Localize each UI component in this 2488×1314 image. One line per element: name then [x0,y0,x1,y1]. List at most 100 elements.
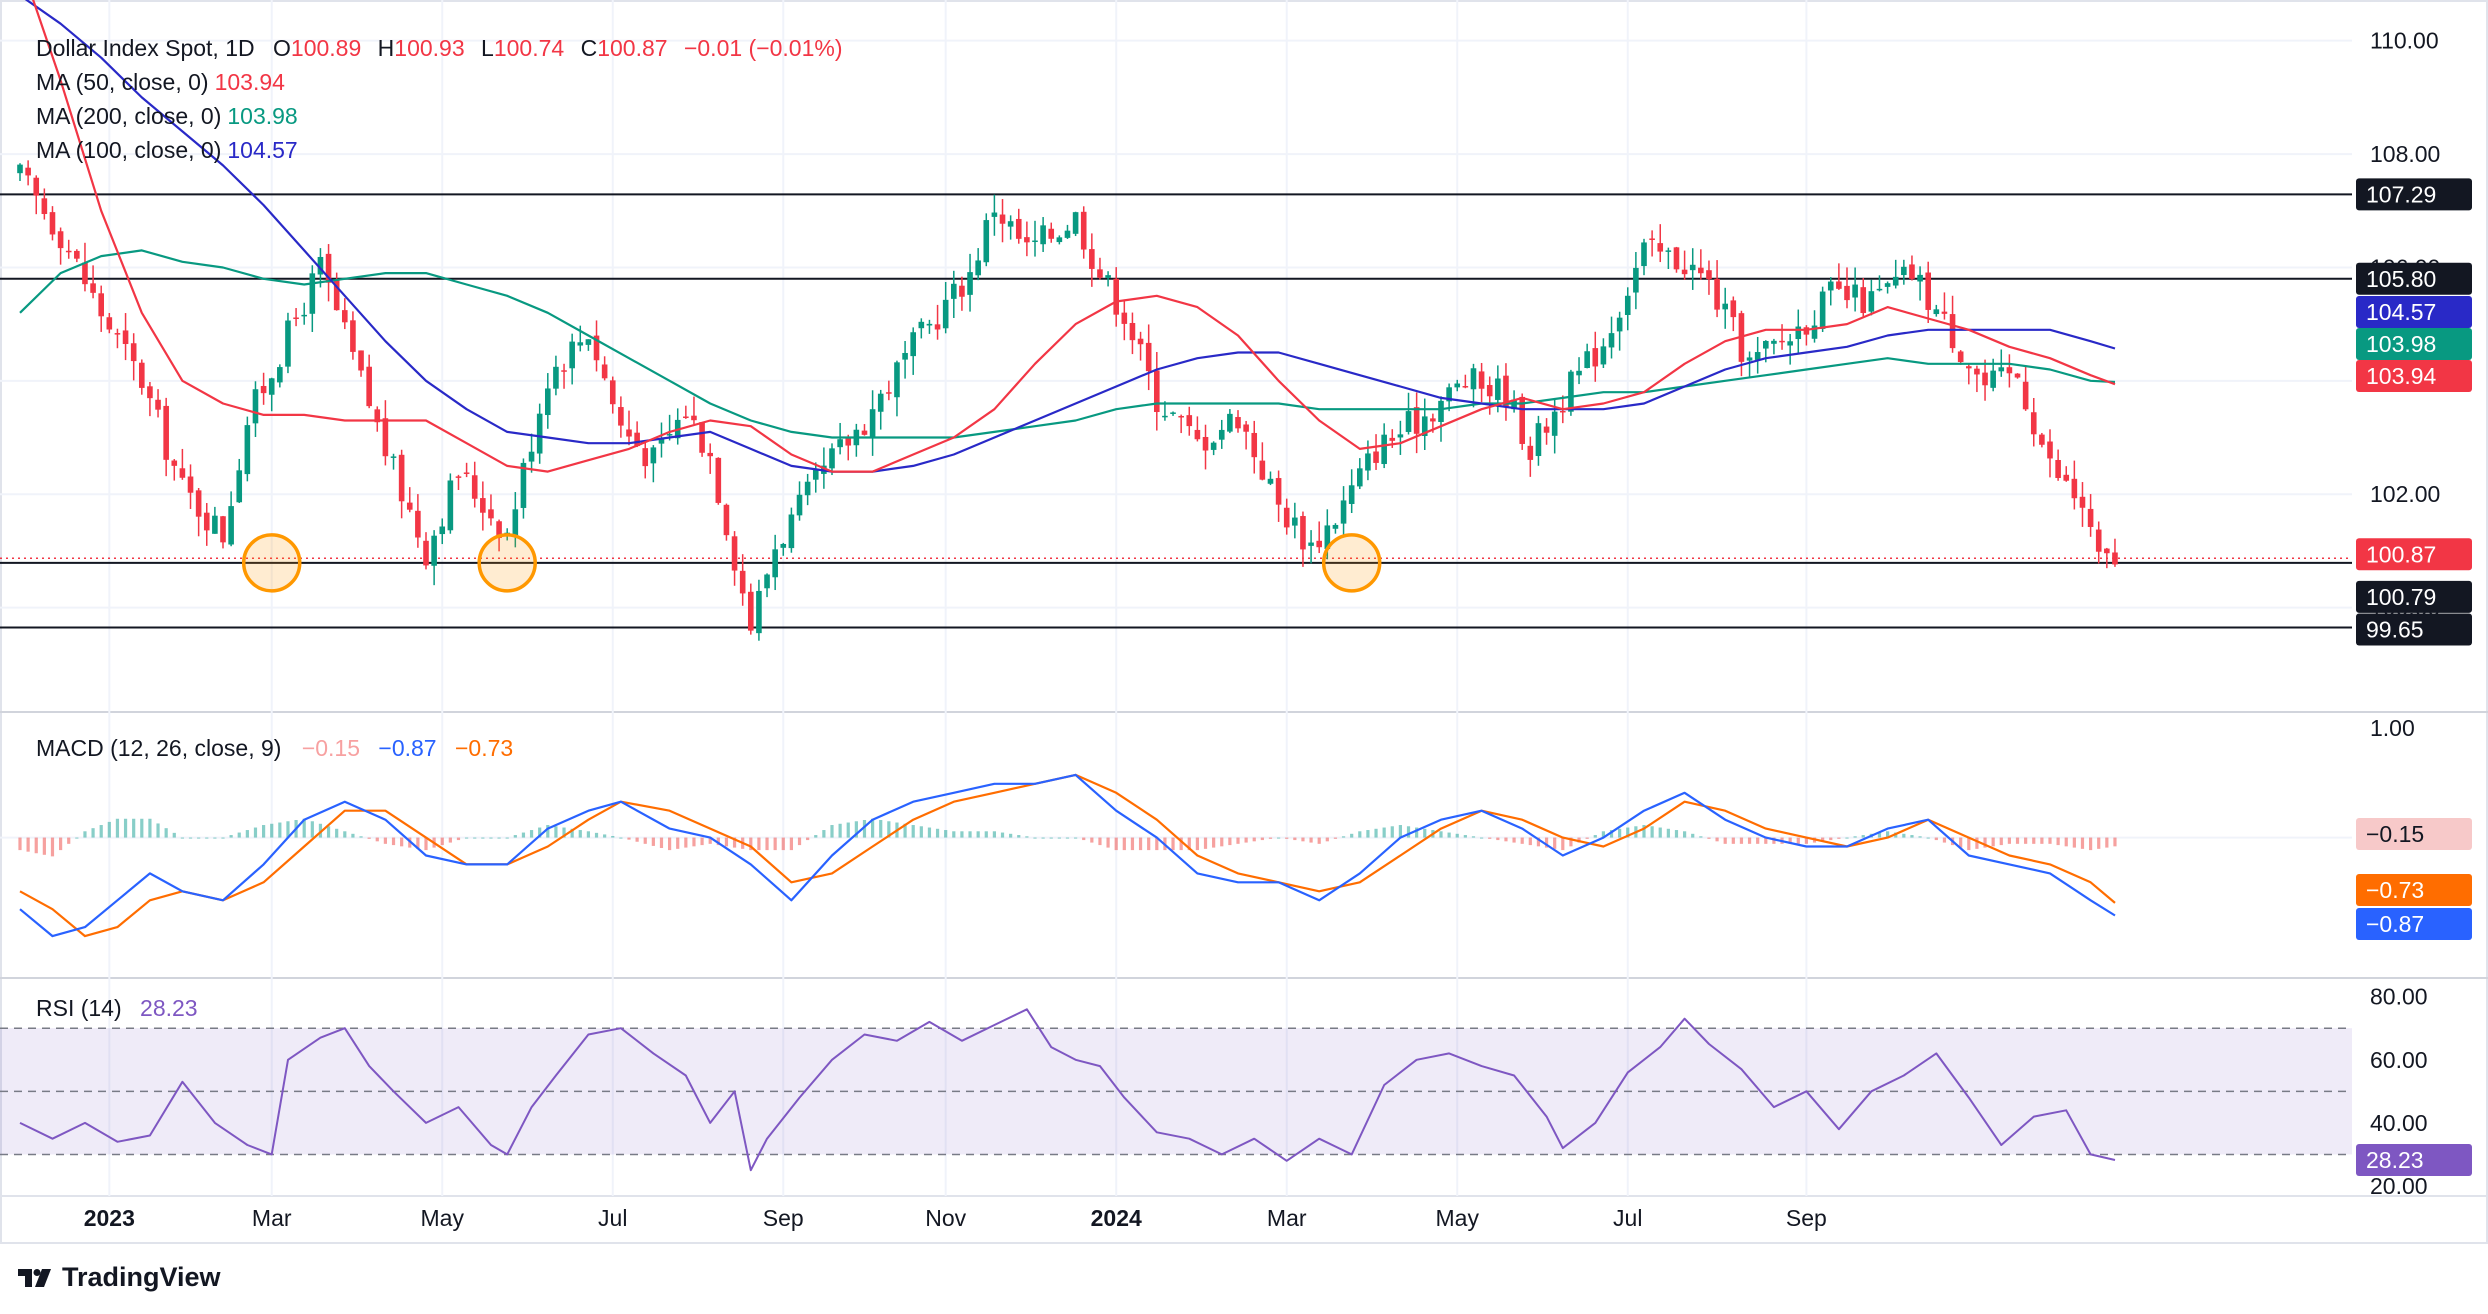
candle-body [1080,211,1087,250]
macd-histogram-bar [1277,837,1281,839]
macd-histogram-bar [1699,836,1703,838]
candles [17,160,2118,641]
ma200-legend[interactable]: MA (200, close, 0) 103.98 [36,103,298,129]
macd-histogram-bar [59,837,63,851]
macd-histogram-bar [619,837,623,839]
macd-histogram-bar [1707,837,1711,839]
candle-body [1454,383,1461,388]
x-tick-label: Mar [252,1205,292,1231]
candle-body [252,389,259,424]
candle-body [1251,432,1258,458]
macd-histogram-bar [1886,831,1890,838]
candle-body [1381,434,1387,465]
rsi-tag-bg [2356,1144,2472,1177]
macd-histogram-bar [1301,837,1305,842]
macd-histogram-bar [797,837,802,846]
x-tick-label: 2024 [1091,1205,1142,1231]
macd-histogram-bar [1731,837,1735,844]
candle-body [1698,267,1704,274]
macd-line-value: −0.87 [378,735,437,761]
candle-body [1754,352,1761,360]
ma50-legend[interactable]: MA (50, close, 0) 103.94 [36,69,285,95]
macd-histogram-bar [34,837,38,854]
candle-body [577,342,584,346]
candle-body [333,280,340,311]
macd-histogram-bar [643,837,647,844]
macd-histogram-bar [1512,837,1516,843]
macd-histogram-bar [1845,837,1849,839]
macd-histogram-bar [318,823,323,838]
candle-body [2006,367,2013,374]
macd-histogram-bar [1528,837,1532,846]
candle-body [1730,300,1737,318]
macd-histogram-bar [1488,837,1492,839]
macd-histogram-bar [2105,837,2109,848]
ohlc-values: O100.89 H100.93 L100.74 C100.87 −0.01 (−… [273,35,843,61]
macd-histogram-bar [1187,837,1191,851]
macd-histogram-bar [481,837,485,839]
macd-histogram-bar [1609,830,1614,838]
candle-body [195,490,202,517]
candle-body [918,321,925,329]
macd-histogram-bar [976,831,980,838]
macd-histogram-bar [286,821,290,838]
candle-body [98,293,104,317]
candle-body [398,454,405,502]
candle-body [561,370,567,372]
macd-histogram-bar [245,830,249,838]
rsi-legend[interactable]: RSI (14) 28.23 [36,995,198,1021]
macd-histogram-bar [42,837,46,855]
macd-legend[interactable]: MACD (12, 26, close, 9) −0.15 −0.87 −0.7… [36,735,514,761]
candle-body [926,323,933,326]
candle-body [1332,524,1339,529]
candle-body [642,448,649,467]
candle-body [1283,507,1290,528]
candle-body [1787,341,1793,346]
macd-histogram-bar [1739,837,1744,844]
candle-body [1040,225,1046,245]
candle-body [1365,453,1371,471]
tradingview-logo[interactable]: TradingView [18,1262,221,1293]
macd-histogram-bar [335,828,339,838]
macd-histogram-bar [50,837,55,857]
candle-body [1421,416,1428,436]
candle-body [991,212,998,217]
macd-histogram-bar [935,828,940,838]
macd-histogram-bar [1455,833,1459,838]
macd-histogram-bar [1423,828,1427,838]
x-tick-label: May [421,1205,465,1231]
macd-histogram-bar [1788,837,1792,844]
macd-histogram-bar [1098,837,1102,846]
macd-tag: −0.73 [2366,877,2424,903]
macd-histogram-bar [1861,835,1865,838]
ma100-legend[interactable]: MA (100, close, 0) 104.57 [36,137,298,163]
macd-histogram-bar [156,823,160,838]
candle-body [179,468,186,478]
chart-frame [0,0,2488,1244]
candle-body [861,430,868,435]
ma-price-tag-bg [2356,360,2472,392]
macd-histogram-bar [2048,837,2052,844]
macd-histogram-bar [992,831,996,838]
current-price-tag: 100.87 [2366,541,2436,567]
candle-body [122,330,129,345]
macd-histogram-bar [1666,828,1670,838]
candle-body [2063,474,2070,481]
macd-histogram-bar [2040,837,2044,844]
macd-histogram-bar [1585,837,1589,839]
macd-histogram-bar [1999,837,2003,846]
price-tick-label: 110.00 [2370,28,2439,54]
macd-histogram-bar [1065,837,1070,839]
candle-body [447,480,454,531]
candle-body [2047,441,2053,459]
macd-histogram-bar [554,826,558,838]
candle-body [1324,525,1331,549]
candle-body [480,498,486,513]
macd-histogram-bar [2024,837,2028,844]
macd-histogram-bar [724,837,729,847]
macd-histogram-bar [2113,837,2117,847]
candle-body [983,220,990,263]
candle-body [41,198,48,215]
